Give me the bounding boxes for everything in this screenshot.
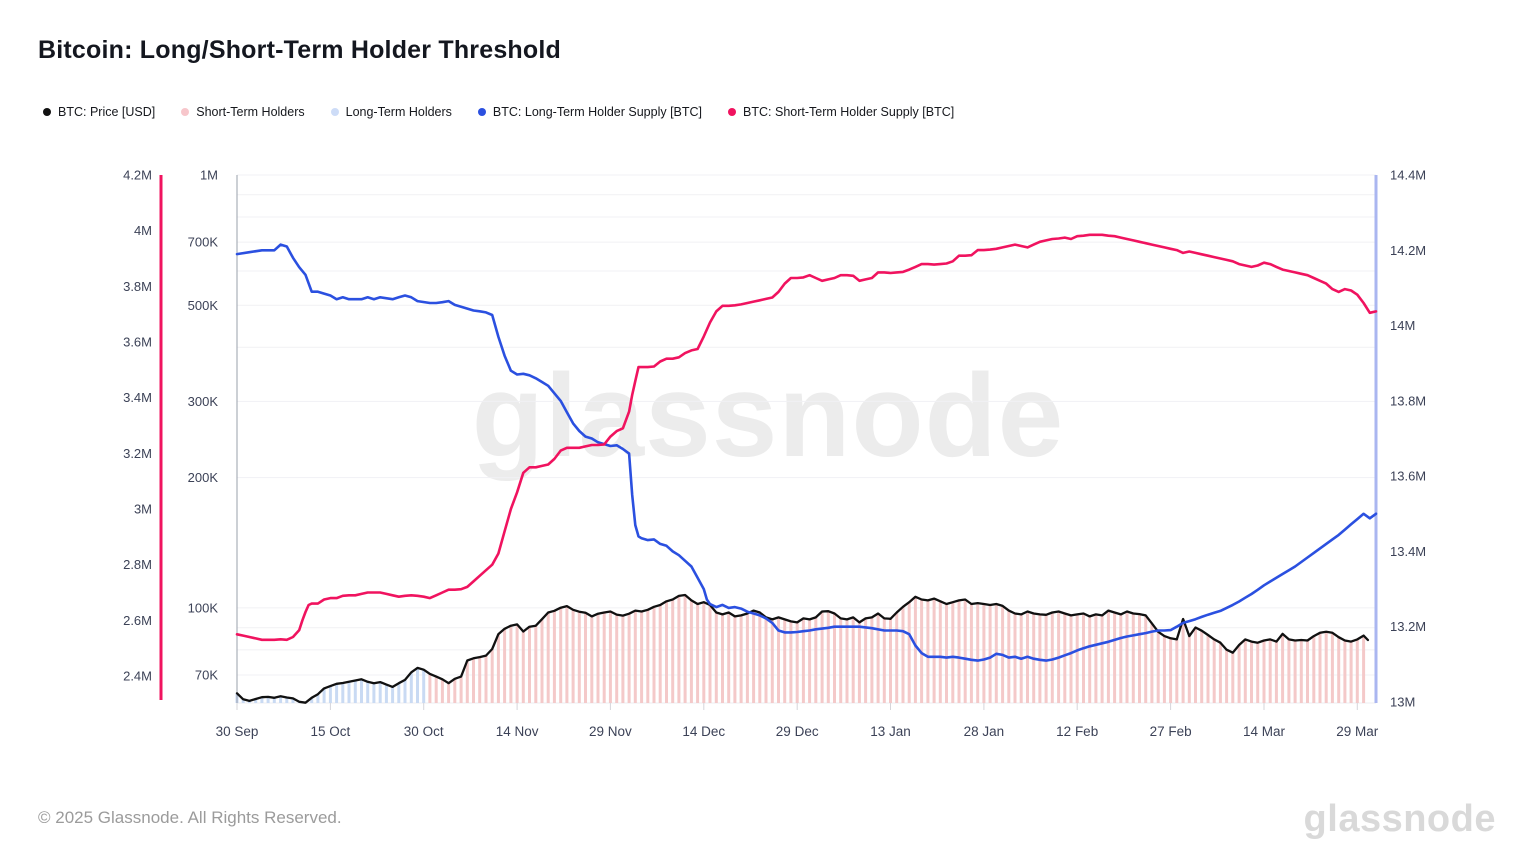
lth-axis-tick-label: 13.6M — [1390, 469, 1426, 484]
price-axis-labels: 1M 700K 500K 300K 200K 100K 70K — [188, 168, 219, 683]
lth-axis-tick-label: 13M — [1390, 695, 1415, 710]
x-tick-label: 14 Dec — [682, 724, 725, 739]
x-tick-label: 30 Sep — [216, 724, 259, 739]
x-tick-label: 29 Mar — [1336, 724, 1379, 739]
x-tick-label: 14 Mar — [1243, 724, 1286, 739]
copyright-text: © 2025 Glassnode. All Rights Reserved. — [38, 808, 342, 827]
sth-axis-tick-label: 4M — [134, 223, 152, 238]
legend-dot-icon — [181, 108, 190, 116]
lth-supply-axis-labels: 14.4M 14.2M 14M 13.8M 13.6M 13.4M 13.2M 13M — [1390, 168, 1426, 710]
sth-axis-tick-label: 2.6M — [123, 613, 152, 628]
lth-axis-tick-label: 14M — [1390, 318, 1415, 333]
sth-axis-tick-label: 3.8M — [123, 279, 152, 294]
series-line-price_log — [235, 593, 1370, 704]
x-tick-label: 14 Nov — [496, 724, 539, 739]
x-tick-label: 15 Oct — [311, 724, 351, 739]
legend-dot-icon — [728, 108, 737, 116]
legend-label: BTC: Long-Term Holder Supply [BTC] — [492, 105, 703, 119]
sth-axis-tick-label: 3M — [134, 502, 152, 517]
x-tick-label: 12 Feb — [1056, 724, 1098, 739]
legend-item-3[interactable]: BTC: Long-Term Holder Supply [BTC] — [477, 105, 703, 119]
x-tick-label: 28 Jan — [964, 724, 1005, 739]
x-tick-label: 30 Oct — [404, 724, 444, 739]
glassnode-logo: glassnode — [1303, 798, 1496, 840]
legend-label: Long-Term Holders — [345, 105, 452, 119]
x-axis: 30 Sep 15 Oct 30 Oct 14 Nov 29 Nov 14 Dec 29 D… — [216, 703, 1379, 739]
gridlines — [237, 174, 1376, 704]
legend-item-2[interactable]: Long-Term Holders — [330, 105, 452, 119]
sth-axis-tick-label: 2.8M — [123, 557, 152, 572]
sth-axis-tick-label: 3.2M — [123, 446, 152, 461]
price-axis-tick-label: 700K — [188, 235, 219, 250]
sth-axis-tick-label: 4.2M — [123, 168, 152, 183]
legend-item-1[interactable]: Short-Term Holders — [181, 105, 305, 119]
lth-axis-tick-label: 14.2M — [1390, 243, 1426, 258]
legend-dot-icon — [330, 108, 339, 116]
sth-axis-tick-label: 3.4M — [123, 390, 152, 405]
legend-dot-icon — [477, 108, 486, 116]
x-tick-label: 27 Feb — [1150, 724, 1192, 739]
legend-item-4[interactable]: BTC: Short-Term Holder Supply [BTC] — [728, 105, 954, 119]
sth-axis-tick-label: 2.4M — [123, 669, 152, 684]
legend-label: Short-Term Holders — [196, 105, 305, 119]
lth-axis-tick-label: 13.8M — [1390, 393, 1426, 408]
sth-supply-axis-labels: 4.2M 4M 3.8M 3.6M 3.4M 3.2M 3M 2.8M 2.6M 2.4M — [123, 168, 152, 684]
legend-label: BTC: Short-Term Holder Supply [BTC] — [743, 105, 955, 119]
price-axis-tick-label: 300K — [188, 394, 219, 409]
legend-item-0[interactable]: BTC: Price [USD] — [43, 105, 155, 119]
price-axis-tick-label: 200K — [188, 470, 219, 485]
sth-axis-tick-label: 3.6M — [123, 335, 152, 350]
legend: BTC: Price [USD] Short-Term Holders Long-T… — [43, 105, 954, 119]
price-axis-tick-label: 70K — [195, 668, 218, 683]
legend-dot-icon — [43, 108, 51, 116]
series-line-right_linear — [235, 243, 1378, 662]
x-tick-label: 29 Dec — [776, 724, 819, 739]
page-title: Bitcoin: Long/Short-Term Holder Threshol… — [38, 36, 561, 64]
holder-regime-bars — [235, 595, 1366, 703]
lth-axis-tick-label: 13.2M — [1390, 619, 1426, 634]
x-tick-label: 13 Jan — [870, 724, 911, 739]
price-axis-tick-label: 100K — [188, 600, 219, 615]
legend-label: BTC: Price [USD] — [58, 105, 156, 119]
price-axis-tick-label: 1M — [200, 168, 218, 183]
lth-axis-tick-label: 13.4M — [1390, 544, 1426, 559]
x-tick-label: 29 Nov — [589, 724, 632, 739]
lth-axis-tick-label: 14.4M — [1390, 168, 1426, 183]
series-line-left_linear — [235, 233, 1378, 642]
price-axis-tick-label: 500K — [188, 298, 219, 313]
